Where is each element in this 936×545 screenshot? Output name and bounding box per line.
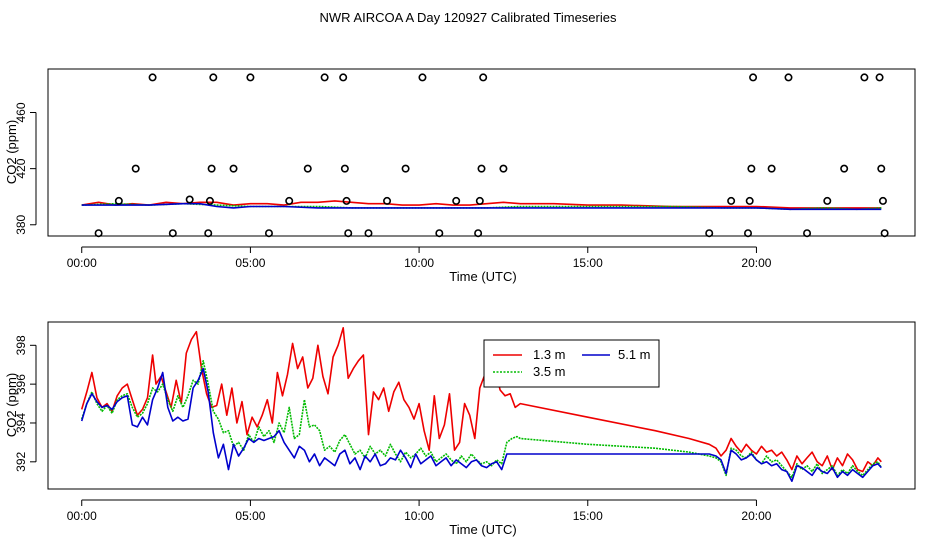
calibration-point — [205, 196, 214, 205]
calibration-point — [477, 164, 486, 173]
legend-box — [483, 339, 660, 388]
bottom-series-line-5-1-m — [80, 367, 882, 483]
calibration-point — [479, 73, 488, 82]
bottom-x-tick-label: 05:00 — [235, 509, 265, 523]
calibration-point — [94, 229, 103, 238]
calibration-point — [204, 229, 213, 238]
calibration-point — [880, 229, 889, 238]
bottom-y-axis-label: CO2 (ppm) — [4, 373, 19, 437]
calibration-point — [131, 164, 140, 173]
calibration-point — [209, 73, 218, 82]
calibration-point — [168, 229, 177, 238]
calibration-point — [744, 229, 753, 238]
calibration-point — [823, 196, 832, 205]
calibration-point — [185, 195, 194, 204]
calibration-point — [877, 164, 886, 173]
top-series-group — [81, 200, 882, 211]
top-y-axis-label: CO2 (ppm) — [4, 120, 19, 184]
top-y-tick-label: 380 — [14, 214, 28, 234]
calibration-point — [207, 164, 216, 173]
calibration-point — [364, 229, 373, 238]
page-title: NWR AIRCOA A Day 120927 Calibrated Times… — [320, 10, 617, 25]
calibration-point — [401, 164, 410, 173]
calibration-point — [148, 73, 157, 82]
legend-label-1-3m: 1.3 m — [533, 347, 566, 362]
calibration-point — [749, 73, 758, 82]
calibration-point — [114, 196, 123, 205]
top-x-tick-label: 20:00 — [741, 256, 771, 270]
calibration-point — [344, 229, 353, 238]
calibration-point — [803, 229, 812, 238]
top-x-tick-label: 15:00 — [573, 256, 603, 270]
bottom-y-tick-label: 394 — [14, 413, 28, 433]
calibration-point — [784, 73, 793, 82]
top-points-group — [94, 73, 889, 238]
bottom-y-tick-label: 398 — [14, 335, 28, 355]
top-x-tick-label: 00:00 — [67, 256, 97, 270]
calibration-point — [878, 196, 887, 205]
calibration-point — [860, 73, 869, 82]
top-panel: 380 420 460 00:00 05:00 10:00 15:00 20:00 Time… — [4, 68, 916, 284]
calibration-point — [264, 229, 273, 238]
top-x-axis: 00:00 05:00 10:00 15:00 20:00 — [67, 246, 772, 270]
bottom-x-axis-label: Time (UTC) — [449, 522, 516, 537]
calibration-point — [320, 73, 329, 82]
bottom-x-tick-label: 20:00 — [741, 509, 771, 523]
calibration-point — [418, 73, 427, 82]
calibration-point — [875, 73, 884, 82]
top-series-line-5-1-m — [81, 202, 882, 211]
calibration-point — [340, 164, 349, 173]
bottom-x-tick-label: 15:00 — [573, 509, 603, 523]
top-x-tick-label: 10:00 — [404, 256, 434, 270]
calibration-point — [767, 164, 776, 173]
calibration-point — [303, 164, 312, 173]
top-y-tick-label: 420 — [14, 158, 28, 178]
calibration-point — [246, 73, 255, 82]
calibration-point — [339, 73, 348, 82]
bottom-series-line-3-5-m — [80, 359, 882, 479]
calibration-point — [475, 196, 484, 205]
bottom-plot-frame — [47, 321, 916, 490]
bottom-series-line-1-3-m — [80, 326, 882, 473]
calibration-point — [229, 164, 238, 173]
top-x-axis-label: Time (UTC) — [449, 269, 516, 284]
calibration-point — [727, 196, 736, 205]
bottom-series-group — [80, 326, 882, 483]
calibration-point — [474, 229, 483, 238]
calibration-point — [745, 196, 754, 205]
legend-label-5-1m: 5.1 m — [618, 347, 651, 362]
calibration-point — [435, 229, 444, 238]
calibration-point — [285, 196, 294, 205]
bottom-y-tick-label: 396 — [14, 374, 28, 394]
bottom-panel: 392 394 396 398 00:00 05:00 10:00 15:00 20:00 T… — [4, 321, 916, 537]
calibration-point — [499, 164, 508, 173]
calibration-point — [342, 196, 351, 205]
calibration-point — [705, 229, 714, 238]
bottom-x-tick-label: 10:00 — [404, 509, 434, 523]
bottom-x-tick-label: 00:00 — [67, 509, 97, 523]
bottom-y-tick-label: 392 — [14, 451, 28, 471]
top-plot-frame — [47, 68, 916, 237]
top-y-tick-label: 460 — [14, 102, 28, 122]
calibration-point — [840, 164, 849, 173]
bottom-x-axis: 00:00 05:00 10:00 15:00 20:00 — [67, 499, 772, 523]
calibration-point — [383, 196, 392, 205]
bottom-y-axis: 392 394 396 398 — [14, 335, 37, 472]
calibration-point — [452, 196, 461, 205]
calibration-point — [747, 164, 756, 173]
legend: 1.3 m 3.5 m 5.1 m — [483, 339, 660, 388]
legend-label-3-5m: 3.5 m — [533, 364, 566, 379]
top-y-axis: 380 420 460 — [14, 102, 37, 235]
top-x-tick-label: 05:00 — [235, 256, 265, 270]
